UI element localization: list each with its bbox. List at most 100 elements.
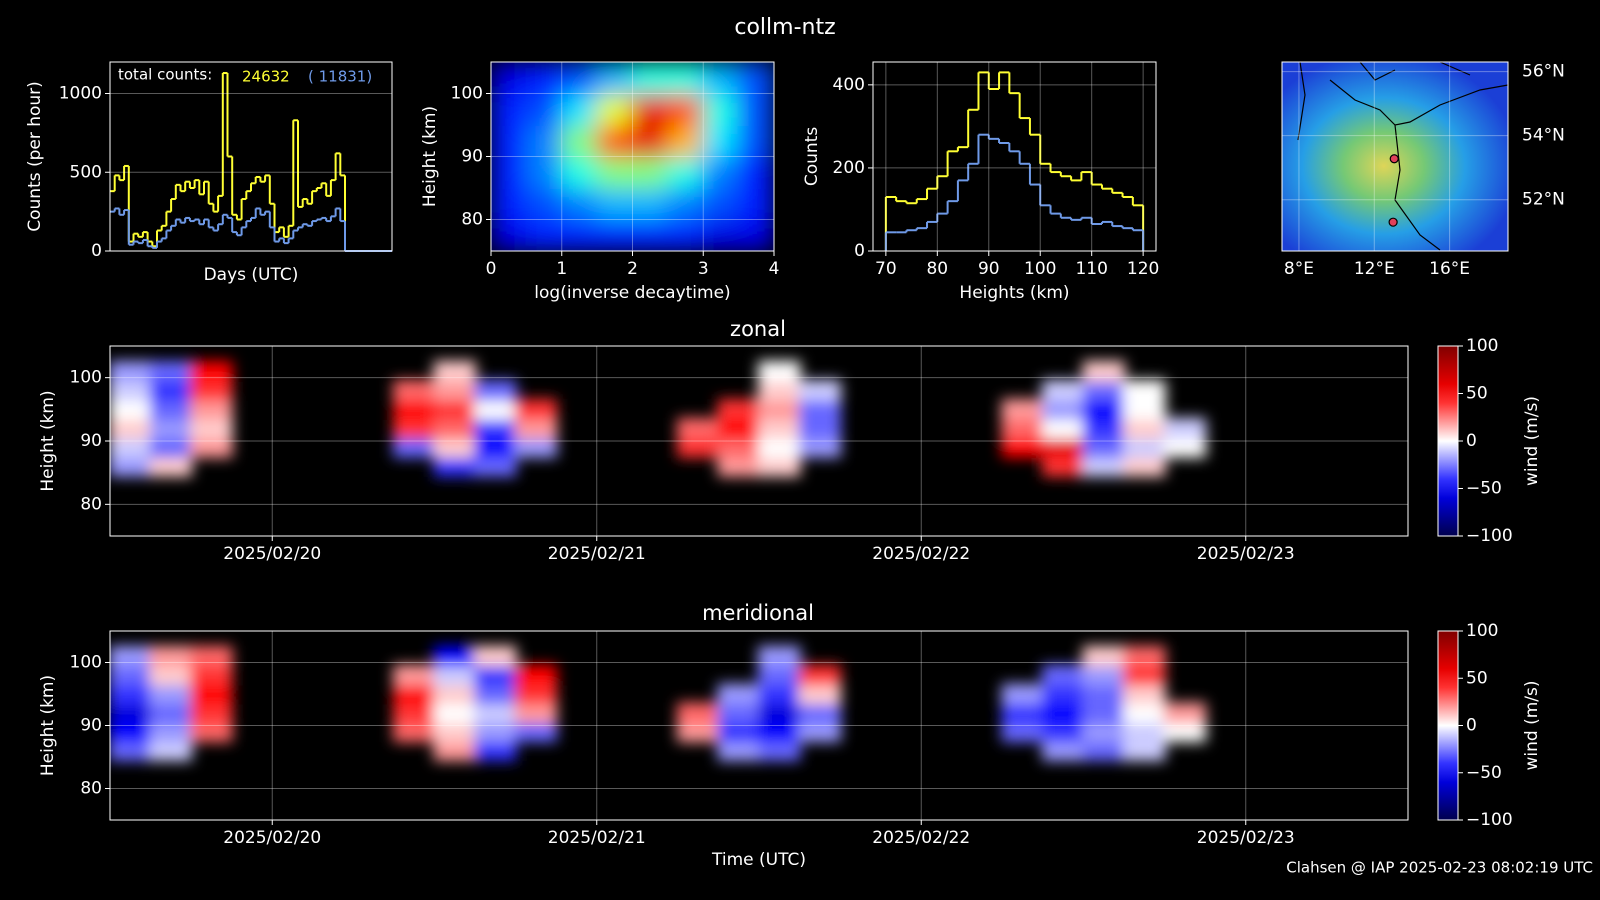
y-tick-label: 100 xyxy=(70,653,102,673)
heatmap-cell xyxy=(631,155,669,189)
x-tick-label: 16°E xyxy=(1429,259,1470,279)
x-tick-label: 2025/02/20 xyxy=(223,828,321,848)
heatmap-cell xyxy=(190,664,233,686)
heatmap-cell xyxy=(110,721,152,743)
heatmap-cell xyxy=(737,187,774,221)
heatmap-cell xyxy=(1082,360,1126,382)
heatmap-cell xyxy=(474,455,517,477)
heatmap-cell xyxy=(798,702,842,724)
heatmap-cell xyxy=(514,398,558,420)
heatmap-cell xyxy=(798,398,842,420)
heatmap-cell xyxy=(1001,417,1044,439)
heatmap-cell xyxy=(149,455,193,477)
panel: 0 200 400 70 80 90 100 110 120 Heights (km) Counts xyxy=(802,61,1159,303)
station xyxy=(1388,217,1398,227)
heatmap-cell xyxy=(1082,379,1126,401)
heatmap-cell xyxy=(1082,398,1126,420)
heatmap-cell xyxy=(474,417,517,439)
heatmap-cell xyxy=(798,721,842,743)
colorbar xyxy=(1437,345,1459,537)
y-tick-label: 400 xyxy=(833,75,865,95)
heatmap-cell xyxy=(514,721,558,743)
heatmap-cell xyxy=(190,721,233,743)
heatmap-cell xyxy=(190,436,233,458)
heatmap-cell xyxy=(631,124,669,158)
heatmap-cell xyxy=(433,645,477,667)
heatmap-cell xyxy=(474,436,517,458)
heatmap-cell xyxy=(491,124,528,158)
heatmap-cell xyxy=(758,360,801,382)
total-value: ( 11831) xyxy=(308,68,372,86)
heatmap-cell xyxy=(560,187,599,221)
heatmap-cell xyxy=(474,683,517,705)
heatmap-cell xyxy=(110,645,152,667)
heatmap-cell xyxy=(433,683,477,705)
axes-frame xyxy=(1281,61,1509,252)
colorbar-tick-label: 50 xyxy=(1466,668,1488,688)
heatmap-cell xyxy=(717,436,760,458)
heatmap-cell xyxy=(737,92,774,126)
heatmap-cell xyxy=(1123,417,1166,439)
heatmap-cell xyxy=(474,379,517,401)
heatmap-blur xyxy=(110,645,1207,762)
heatmap-cell xyxy=(1123,379,1166,401)
heatmap-cell xyxy=(525,187,563,221)
heatmap-cell xyxy=(596,155,634,189)
heatmap-cell xyxy=(149,740,193,762)
y-tick-label: 90 xyxy=(80,716,102,736)
heatmap-cell xyxy=(149,721,193,743)
heatmap-cell xyxy=(110,740,152,762)
x-tick-label: 8°E xyxy=(1284,259,1314,279)
y-tick-label: 1000 xyxy=(59,84,102,104)
colorbar-tick-label: −50 xyxy=(1466,763,1502,783)
heatmap-cells xyxy=(110,645,1207,762)
total-value: 24632 xyxy=(242,68,290,86)
heatmap-cell xyxy=(1123,398,1166,420)
heatmap-cell xyxy=(631,62,669,95)
heatmap-cell xyxy=(110,417,152,439)
colorbar-tick-label: 0 xyxy=(1466,431,1477,451)
heatmap-cell xyxy=(737,218,774,251)
heatmap-cell xyxy=(758,398,801,420)
colorbar-label: wind (m/s) xyxy=(1522,680,1542,770)
heatmap-cell xyxy=(631,187,669,221)
heatmap-cell xyxy=(798,379,842,401)
heatmap-cell xyxy=(190,417,233,439)
x-tick-label: 2 xyxy=(627,259,638,279)
x-tick-label: 2025/02/23 xyxy=(1197,828,1295,848)
heatmap-cell xyxy=(149,702,193,724)
heatmap-cell xyxy=(676,702,720,724)
x-tick-label: 110 xyxy=(1075,259,1107,279)
colorbar-tick-label: −100 xyxy=(1466,810,1513,830)
heatmap-cell xyxy=(758,702,801,724)
heatmap-cell xyxy=(525,124,563,158)
x-axis-label: log(inverse decaytime) xyxy=(534,283,730,303)
heatmap-cell xyxy=(758,455,801,477)
heatmap-cell xyxy=(798,664,842,686)
heatmap-cell xyxy=(149,645,193,667)
heatmap-cell xyxy=(433,702,477,724)
heatmap-cell xyxy=(717,455,760,477)
x-tick-label: 0 xyxy=(486,259,497,279)
x-tick-label: 70 xyxy=(875,259,897,279)
heatmap-cell xyxy=(1123,740,1166,762)
heatmap-cell xyxy=(676,436,720,458)
heatmap-cell xyxy=(758,417,801,439)
x-tick-label: 80 xyxy=(926,259,948,279)
heatmap-cell xyxy=(596,218,634,251)
heatmap-cell xyxy=(1041,436,1085,458)
heatmap-cell xyxy=(1163,721,1207,743)
heatmap-cell xyxy=(110,436,152,458)
heatmap-cell xyxy=(392,398,436,420)
heatmap-cell xyxy=(596,187,634,221)
heatmap-cell xyxy=(1123,721,1166,743)
heatmap-cell xyxy=(737,124,774,158)
y-tick-label: 52°N xyxy=(1522,190,1565,210)
heatmap-cell xyxy=(491,155,528,189)
heatmap-cell xyxy=(631,218,669,251)
heatmap-cell xyxy=(666,218,705,251)
heatmap-cell xyxy=(474,702,517,724)
heatmap-cell xyxy=(798,436,842,458)
x-tick-label: 100 xyxy=(1024,259,1056,279)
